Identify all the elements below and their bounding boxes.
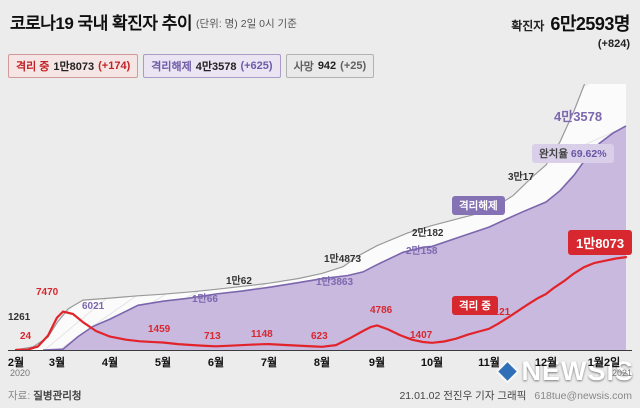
legend-released-label: 격리해제 xyxy=(151,61,192,73)
total-confirmed-value: 6만2593명 xyxy=(550,14,630,34)
x-tick-label: 7월 xyxy=(260,357,278,369)
x-tick-label: 12월 xyxy=(534,357,558,369)
chart-value-label: 1407 xyxy=(410,330,433,341)
chart-value-label: 1만62 xyxy=(226,276,252,287)
year-label-left: 2020 xyxy=(10,368,31,378)
chart-value-label: 4786 xyxy=(370,305,393,316)
x-tick-label: 8월 xyxy=(313,357,331,369)
total-confirmed-label: 확진자 xyxy=(511,19,545,33)
legend: 격리 중 1만8073 (+174) 격리해제 4만3578 (+625) 사망… xyxy=(8,54,375,78)
legend-deaths-value: 942 xyxy=(317,60,337,72)
credit-text: 21.01.02 전진우 기자 그래픽 xyxy=(399,390,527,402)
legend-active-value: 1만8073 xyxy=(53,61,95,73)
source-note: 자료: 질병관리청 xyxy=(8,388,82,403)
trend-chart: 1261 24 7470 6021 1459 713 1148 623 1만66 1만62 1만48… xyxy=(8,84,633,352)
active-badge: 격리 중 xyxy=(452,296,498,315)
active-total-badge: 1만8073 xyxy=(568,230,633,255)
legend-item-released: 격리해제 4만3578 (+625) xyxy=(143,54,281,78)
legend-deaths-delta: (+25) xyxy=(340,60,367,72)
chart-value-label: 623 xyxy=(311,331,328,342)
legend-active-delta: (+174) xyxy=(98,60,131,72)
trend-chart-svg xyxy=(8,84,632,351)
page-title: 코로나19 국내 확진자 추이 xyxy=(10,14,192,33)
x-tick-label: 3월 xyxy=(48,357,66,369)
x-tick-label: 2월 xyxy=(7,357,25,369)
chart-value-label: 1만3863 xyxy=(316,277,354,288)
chart-value-label: 2만182 xyxy=(412,228,444,239)
chart-value-label: 1만4873 xyxy=(324,254,362,265)
x-tick-label: 9월 xyxy=(368,357,386,369)
source-label: 자료: xyxy=(8,390,31,402)
x-tick-label: 10월 xyxy=(420,357,444,369)
year-label-right: 2021 xyxy=(611,368,632,378)
x-tick-label: 6월 xyxy=(207,357,225,369)
chart-value-label: 713 xyxy=(204,331,221,342)
x-tick-label: 4월 xyxy=(101,357,119,369)
chart-value-label: 3만17 xyxy=(508,172,534,183)
chart-value-label: 1148 xyxy=(251,329,273,340)
credit-email: 618tue@newsis.com xyxy=(534,390,632,402)
x-tick-label: 5월 xyxy=(154,357,172,369)
x-axis: 2월 3월 4월 5월 6월 7월 8월 9월 10월 11월 12월 1월2일 2020 2021 xyxy=(8,354,632,384)
footer: 자료: 질병관리청 21.01.02 전진우 기자 그래픽 618tue@newsi… xyxy=(0,388,640,408)
unit-note: (단위: 명) 2일 0시 기준 xyxy=(196,18,297,30)
legend-item-deaths: 사망 942 (+25) xyxy=(285,54,375,78)
recovery-rate-badge: 완치율 69.62% xyxy=(532,144,614,163)
legend-deaths-label: 사망 xyxy=(293,61,314,73)
total-confirmed: 확진자 6만2593명 (+824) xyxy=(511,10,630,50)
chart-value-label: 7470 xyxy=(36,287,59,298)
chart-value-label: 2만158 xyxy=(406,246,438,257)
credit-note: 21.01.02 전진우 기자 그래픽 618tue@newsis.com xyxy=(399,388,632,403)
chart-value-label: 24 xyxy=(20,331,32,342)
released-badge: 격리해제 xyxy=(452,196,505,215)
legend-released-delta: (+625) xyxy=(240,60,273,72)
newsis-watermark: NEWSIS xyxy=(498,356,634,387)
total-confirmed-delta: (+824) xyxy=(597,38,630,50)
chart-value-label: 1만66 xyxy=(192,294,218,305)
chart-value-label: 4만3578 xyxy=(554,109,603,124)
chart-value-label: 1459 xyxy=(148,324,171,335)
newsis-watermark-text: NEWSIS xyxy=(521,356,634,386)
legend-released-value: 4만3578 xyxy=(195,61,237,73)
chart-value-label: 6021 xyxy=(82,301,105,312)
legend-active-label: 격리 중 xyxy=(16,61,50,73)
chart-value-label: 1261 xyxy=(8,312,31,323)
source-value: 질병관리청 xyxy=(33,390,82,402)
chart-value-label: 4121 xyxy=(488,307,511,318)
x-tick-label: 1월2일 xyxy=(587,357,621,369)
x-tick-label: 11월 xyxy=(478,357,500,369)
legend-item-active: 격리 중 1만8073 (+174) xyxy=(8,54,139,78)
